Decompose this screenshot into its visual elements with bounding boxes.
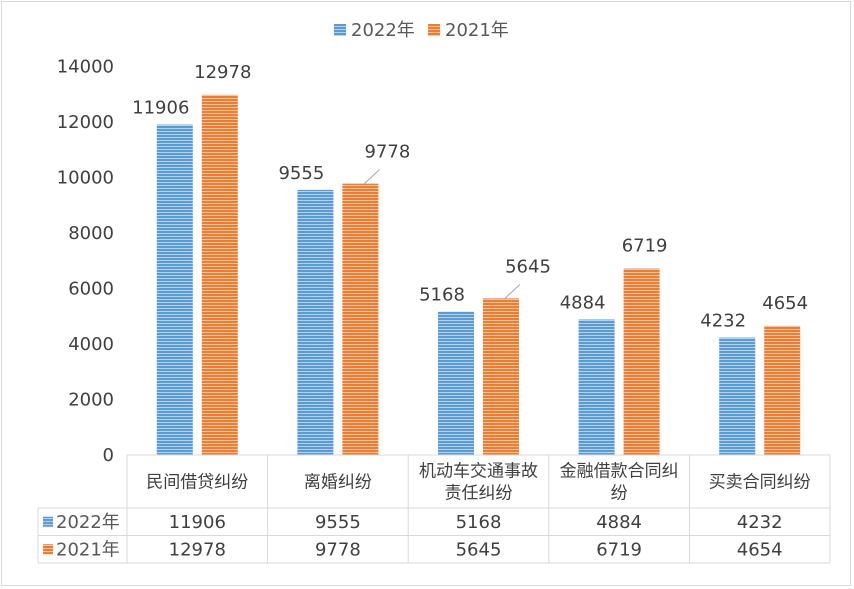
category-label-2: 离婚纠纷 [304, 473, 372, 493]
legend-swatch-1 [334, 24, 346, 36]
bar-1-5 [719, 337, 756, 455]
table-cell-2-4: 6719 [596, 539, 642, 560]
data-label-1-4: 4884 [560, 292, 606, 313]
table-cell-2-2: 9778 [315, 539, 361, 560]
leader-line [364, 169, 380, 185]
data-label-1-2: 9555 [278, 163, 324, 184]
table-cell-1-2: 9555 [315, 512, 361, 533]
bar-2-2 [342, 183, 379, 455]
y-tick-label: 6000 [68, 279, 114, 300]
y-tick-label: 10000 [57, 168, 114, 189]
category-label-5: 买卖合同纠纷 [709, 473, 811, 493]
category-label-1: 民间借贷纠纷 [146, 473, 248, 493]
bar-1-3 [438, 311, 474, 455]
data-label-1-5: 4232 [700, 311, 746, 332]
legend: 2022年 2021年 [334, 20, 509, 41]
y-tick-label: 4000 [68, 334, 114, 355]
bar-2-5 [764, 325, 801, 455]
data-label-1-3: 5168 [419, 285, 465, 306]
data-label-2-4: 6719 [622, 236, 668, 257]
table-cell-2-3: 5645 [456, 539, 502, 560]
leader-line [504, 283, 521, 299]
table-cell-1-3: 5168 [456, 512, 502, 533]
data-label-2-3: 5645 [505, 256, 551, 277]
table-cell-1-1: 11906 [169, 512, 226, 533]
bar-1-2 [297, 189, 334, 455]
bar-2-4 [623, 268, 660, 455]
legend-swatch-2 [428, 24, 440, 36]
bar-1-4 [578, 319, 615, 455]
y-tick-label: 12000 [57, 112, 114, 133]
bars [127, 94, 830, 456]
y-tick-label: 2000 [68, 390, 114, 411]
bar-1-1 [156, 124, 193, 456]
y-tick-label: 0 [103, 445, 114, 466]
category-label-3: 机动车交通事故 [419, 462, 538, 482]
y-axis: 0 2000 4000 6000 8000 10000 12000 14000 [57, 57, 114, 467]
category-label-3: 责任纠纷 [445, 484, 513, 504]
table-series-name-2: 2021年 [56, 539, 120, 560]
legend-label-1: 2022年 [351, 20, 415, 41]
bar-2-3 [483, 298, 519, 455]
table-cell-2-5: 4654 [737, 539, 783, 560]
table-cell-2-1: 12978 [169, 539, 226, 560]
y-tick-label: 8000 [68, 223, 114, 244]
legend-label-2: 2021年 [445, 20, 509, 41]
table-cell-1-5: 4232 [737, 512, 783, 533]
table-series-name-1: 2022年 [56, 512, 120, 533]
data-label-2-1: 12978 [194, 62, 251, 83]
category-label-4: 金融借款合同纠 [560, 462, 679, 482]
data-label-2-5: 4654 [762, 293, 808, 314]
category-label-4: 纷 [611, 484, 628, 504]
y-tick-label: 14000 [57, 57, 114, 78]
bar-2-1 [201, 94, 238, 455]
table-cell-1-4: 4884 [596, 512, 642, 533]
table-legend-key-2 [43, 544, 53, 555]
data-label-2-2: 9778 [364, 142, 410, 163]
table-legend-key-1 [43, 516, 53, 527]
data-label-1-1: 11906 [132, 98, 189, 119]
